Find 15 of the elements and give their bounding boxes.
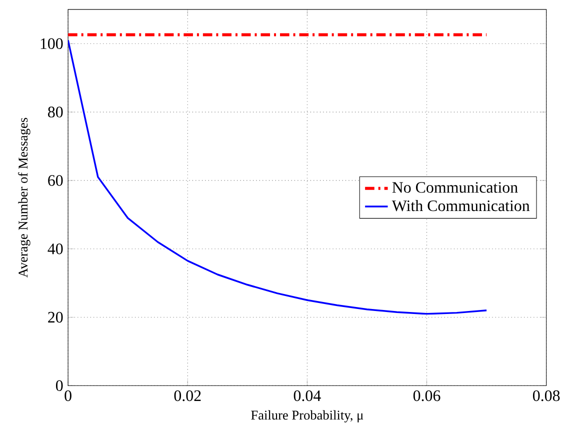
x-tick-label: 0.08 [532, 390, 560, 402]
y-axis-title: Average Number of Messages [18, 118, 30, 278]
y-tick-label: 80 [48, 106, 63, 118]
y-tick-label: 20 [48, 312, 63, 323]
y-tick-label: 0 [56, 380, 63, 392]
x-tick-label: 0.04 [294, 390, 321, 402]
x-tick-label: 0.06 [413, 390, 440, 402]
y-tick-label: 40 [48, 243, 63, 254]
y-tick-label: 60 [48, 175, 63, 186]
legend-label: No Communication [392, 182, 518, 193]
y-tick-label: 100 [40, 38, 63, 50]
x-tick-label: 0 [64, 390, 72, 402]
legend-label: With Communication [392, 200, 530, 212]
x-axis-title: Failure Probability, μ [251, 410, 364, 422]
x-tick-label: 0.02 [174, 390, 201, 402]
